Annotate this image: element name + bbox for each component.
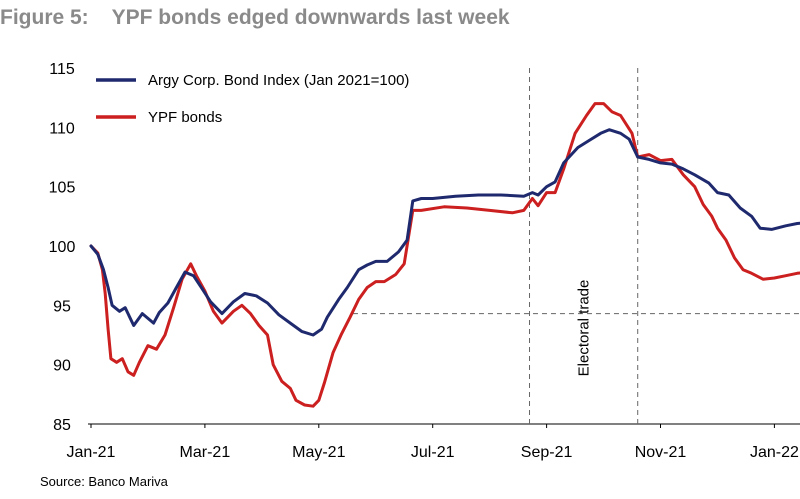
y-tick-label-90: 90 xyxy=(53,358,71,375)
line-chart: 85 90 95 100 105 110 115 Jan-21 Mar-21 May-21 Jul… xyxy=(49,61,800,461)
series-lines xyxy=(89,102,800,408)
x-tick-label-jan-21: Jan-21 xyxy=(67,444,116,461)
figure-title: Figure 5: YPF bonds edged downwards last… xyxy=(0,6,510,29)
x-tick-label-jul-21: Jul-21 xyxy=(411,444,455,461)
y-tick-label-100: 100 xyxy=(49,239,76,256)
y-tick-label-105: 105 xyxy=(49,180,76,197)
x-tick-label-mar-21: Mar-21 xyxy=(180,444,231,461)
y-tick-labels: 85 90 95 100 105 110 115 xyxy=(49,61,76,434)
y-tick-label-85: 85 xyxy=(53,417,71,434)
annotation-electoral-trade: Electoral trade xyxy=(576,280,593,377)
x-tick-label-jan-22: Jan-22 xyxy=(750,444,799,461)
y-tick-label-110: 110 xyxy=(49,120,75,137)
y-tick-label-95: 95 xyxy=(53,298,71,315)
x-tick-label-may-21: May-21 xyxy=(292,444,345,461)
y-tick-label-115: 115 xyxy=(49,61,75,78)
x-tick-label-nov-21: Nov-21 xyxy=(635,444,687,461)
series-line-argy-corp-bond-index xyxy=(89,128,800,337)
chart-legend: Argy Corp. Bond Index (Jan 2021=100) YPF… xyxy=(96,72,409,126)
x-tick-label-sep-21: Sep-21 xyxy=(521,444,573,461)
legend-label-ypf-bonds: YPF bonds xyxy=(148,109,222,126)
legend-label-argy-index: Argy Corp. Bond Index (Jan 2021=100) xyxy=(148,72,409,89)
series-line-ypf-bonds xyxy=(89,102,800,408)
x-tick-labels: Jan-21 Mar-21 May-21 Jul-21 Sep-21 Nov-21 Jan-… xyxy=(67,424,799,461)
source-note: Source: Banco Mariva xyxy=(40,474,168,489)
annotations: Electoral trade YPF's uptum xyxy=(576,280,593,377)
